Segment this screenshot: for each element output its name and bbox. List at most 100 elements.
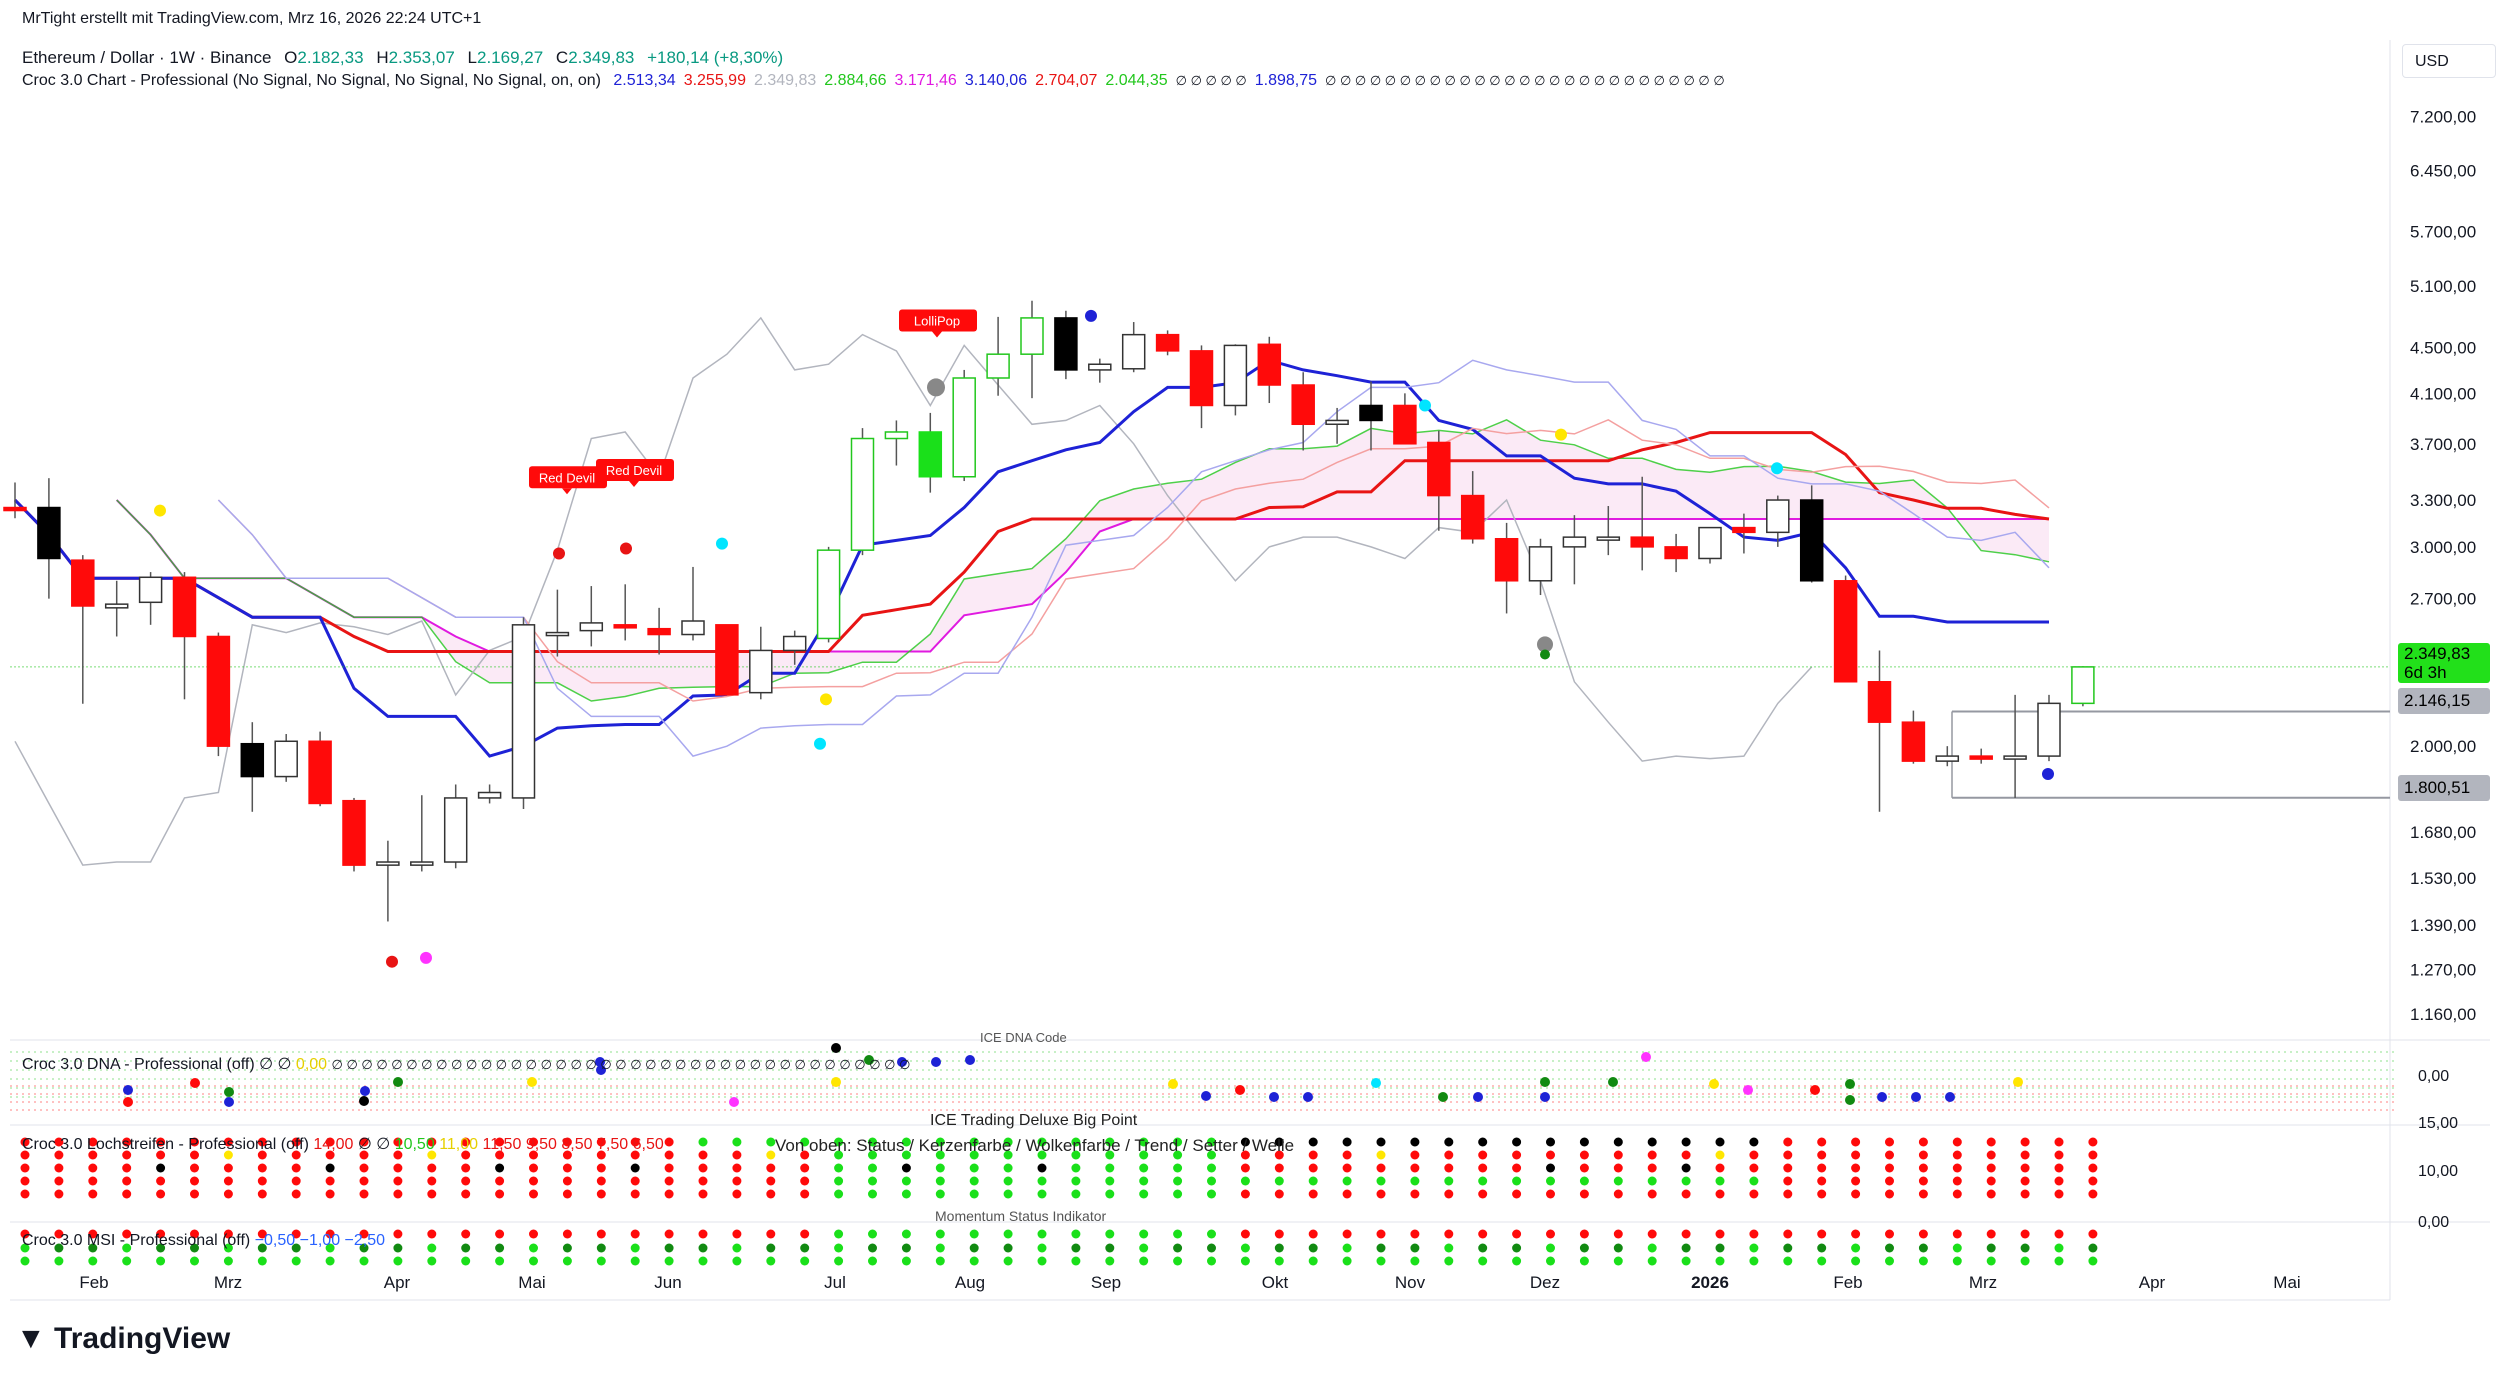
loch-dot bbox=[2020, 1176, 2030, 1186]
msi-dot bbox=[1783, 1256, 1793, 1266]
loch-dot bbox=[834, 1176, 844, 1186]
loch-dot bbox=[495, 1137, 505, 1147]
loch-dot bbox=[2054, 1176, 2064, 1186]
msi-dot bbox=[1410, 1243, 1420, 1253]
loch-dot bbox=[1546, 1176, 1555, 1186]
price-axis-label: 6.450,00 bbox=[2410, 162, 2476, 181]
msi-dot bbox=[1071, 1229, 1081, 1239]
loch-dot bbox=[1240, 1176, 1250, 1186]
candle-20 bbox=[681, 566, 705, 641]
loch-dot bbox=[1885, 1189, 1894, 1199]
loch-dot bbox=[1817, 1163, 1827, 1173]
loch-dot bbox=[529, 1163, 538, 1173]
loch-dot bbox=[1376, 1163, 1386, 1173]
msi-dot bbox=[901, 1256, 911, 1266]
indicator-value-7: 2.704,07 bbox=[1035, 72, 1098, 89]
msi-dot bbox=[596, 1256, 606, 1266]
msi-dot bbox=[698, 1229, 708, 1239]
msi-dot bbox=[834, 1243, 844, 1253]
loch-dot bbox=[1715, 1176, 1725, 1186]
loch-dot bbox=[122, 1150, 132, 1160]
loch-dot bbox=[868, 1150, 877, 1160]
loch-dot bbox=[698, 1137, 708, 1147]
loch-dot bbox=[1308, 1137, 1318, 1147]
loch-title[interactable]: Croc 3.0 Lochstreifen - Professional (of… bbox=[22, 1136, 309, 1153]
msi-dot bbox=[1885, 1229, 1894, 1239]
msi-dot bbox=[868, 1243, 877, 1253]
time-axis-label: Mrz bbox=[1969, 1273, 1997, 1292]
msi-dot bbox=[54, 1243, 64, 1253]
close-label: C bbox=[555, 48, 569, 67]
symbol-title[interactable]: Ethereum / Dollar · 1W · Binance bbox=[22, 48, 272, 67]
dna-dot bbox=[190, 1078, 200, 1088]
candle-17 bbox=[579, 586, 604, 647]
loch-dot bbox=[1647, 1189, 1657, 1199]
tradingview-logo[interactable]: ▼ TradingView bbox=[16, 1322, 230, 1356]
loch-dot bbox=[427, 1176, 437, 1186]
ichimoku-cloud bbox=[116, 419, 2050, 701]
msi-dot bbox=[834, 1256, 844, 1266]
candle-35 bbox=[1189, 345, 1214, 429]
dna-title[interactable]: Croc 3.0 DNA - Professional (off) bbox=[22, 1056, 255, 1073]
msi-dot bbox=[1715, 1229, 1725, 1239]
msi-dot bbox=[2054, 1229, 2064, 1239]
msi-dot bbox=[1071, 1256, 1081, 1266]
msi-dot bbox=[529, 1229, 538, 1239]
currency-button[interactable]: USD bbox=[2402, 44, 2496, 78]
msi-title[interactable]: Croc 3.0 MSI - Professional (off) bbox=[22, 1232, 251, 1249]
loch-dot bbox=[1342, 1176, 1352, 1186]
loch-dot bbox=[1647, 1150, 1657, 1160]
loch-dot bbox=[868, 1176, 877, 1186]
msi-dot bbox=[1613, 1243, 1623, 1253]
loch-dot bbox=[257, 1189, 267, 1199]
grey-signal-dot bbox=[1537, 636, 1553, 653]
msi-dot bbox=[393, 1229, 403, 1239]
loch-dot bbox=[732, 1150, 742, 1160]
candle-body bbox=[782, 635, 807, 652]
indicator-title[interactable]: Croc 3.0 Chart - Professional (No Signal… bbox=[22, 72, 601, 89]
loch-dot bbox=[1512, 1189, 1522, 1199]
msi-dot bbox=[935, 1243, 945, 1253]
dna-dot bbox=[595, 1057, 605, 1067]
loch-dot bbox=[1918, 1150, 1928, 1160]
msi-dot bbox=[1105, 1256, 1115, 1266]
loch-dot bbox=[223, 1189, 233, 1199]
msi-dot bbox=[1207, 1256, 1216, 1266]
loch-dot bbox=[223, 1150, 233, 1160]
time-axis-label: Dez bbox=[1530, 1273, 1560, 1292]
lollipop-label-box bbox=[899, 309, 977, 332]
loch-dot bbox=[20, 1189, 30, 1199]
loch-dot bbox=[562, 1150, 572, 1160]
loch-dot bbox=[630, 1189, 640, 1199]
price-axis-label: 3.700,00 bbox=[2410, 435, 2476, 454]
loch-dot bbox=[969, 1176, 979, 1186]
green-signal-dot bbox=[1540, 649, 1550, 660]
msi-dot bbox=[1173, 1243, 1183, 1253]
msi-dot bbox=[1647, 1256, 1657, 1266]
candle-56 bbox=[1901, 710, 1926, 764]
loch-dot bbox=[2020, 1163, 2030, 1173]
candle-46 bbox=[1562, 515, 1587, 585]
loch-dot bbox=[1037, 1189, 1047, 1199]
loch-dot bbox=[223, 1176, 233, 1186]
msi-dot bbox=[223, 1229, 233, 1239]
loch-dot bbox=[1071, 1189, 1081, 1199]
candle-26 bbox=[884, 420, 909, 466]
loch-dot bbox=[359, 1189, 369, 1199]
loch-dot bbox=[20, 1150, 30, 1160]
loch-axis-top: 15,00 bbox=[2418, 1115, 2459, 1132]
msi-dot bbox=[291, 1229, 301, 1239]
dna-dot bbox=[1845, 1079, 1855, 1089]
candle-body bbox=[240, 742, 265, 778]
msi-dot bbox=[1715, 1243, 1725, 1253]
candle-59 bbox=[2003, 694, 2027, 798]
loch-dot bbox=[1071, 1137, 1081, 1147]
loch-dot bbox=[1207, 1189, 1216, 1199]
time-axis-label: Aug bbox=[955, 1273, 985, 1292]
loch-dot bbox=[1579, 1189, 1589, 1199]
loch-dot bbox=[562, 1176, 572, 1186]
loch-dot bbox=[461, 1176, 471, 1186]
msi-dot bbox=[461, 1243, 471, 1253]
loch-dot bbox=[122, 1189, 132, 1199]
